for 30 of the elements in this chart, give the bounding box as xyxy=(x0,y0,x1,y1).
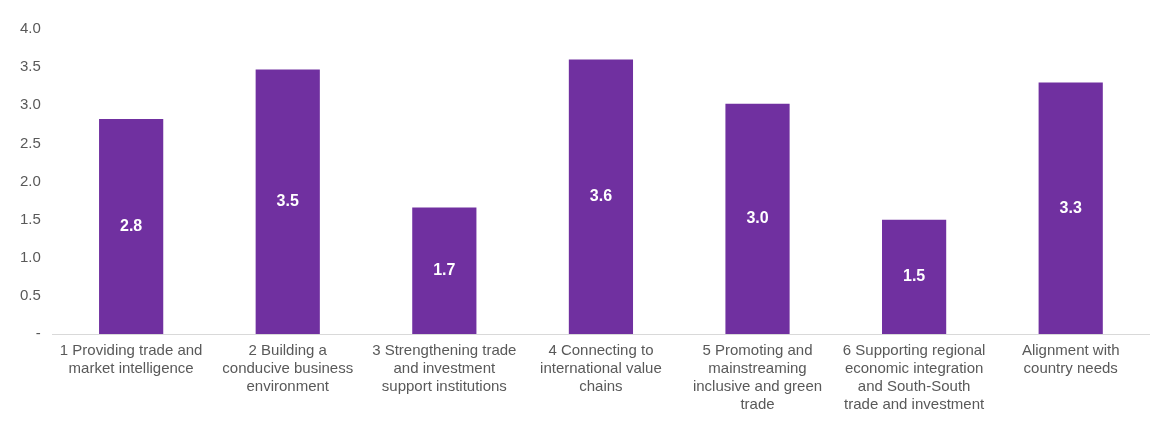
bar xyxy=(882,219,947,334)
y-tick-label: 3.0 xyxy=(19,95,41,113)
bar xyxy=(99,118,164,334)
bar xyxy=(1038,82,1103,334)
x-tick-label: 1 Providing trade and market intelligence xyxy=(59,341,203,377)
bar xyxy=(255,69,320,334)
y-tick-label: 2.0 xyxy=(19,171,41,189)
x-tick-label: Alignment with country needs xyxy=(1021,341,1120,377)
bar xyxy=(568,59,634,334)
x-tick-label: 6 Supporting regional economic integration and South-South trade and investment xyxy=(842,341,986,413)
bar xyxy=(725,103,790,334)
data-label: 1.7 xyxy=(433,261,456,279)
data-label: 3.5 xyxy=(276,192,299,210)
data-label: 3.6 xyxy=(589,187,613,205)
data-label: 3.0 xyxy=(746,209,769,227)
y-tick-label: 3.5 xyxy=(19,57,41,75)
y-tick-label: 1.5 xyxy=(19,209,41,227)
y-tick-label: - xyxy=(35,324,41,342)
y-tick-label: 0.5 xyxy=(19,286,41,304)
data-label: 3.3 xyxy=(1059,198,1082,216)
x-tick-label: 2 Building a conducive business environment xyxy=(222,341,354,395)
data-label: 1.5 xyxy=(902,267,926,285)
y-tick-label: 4.0 xyxy=(19,19,41,37)
y-tick-label: 1.0 xyxy=(19,247,41,265)
x-tick-label: 5 Promoting and mainstreaming inclusive and green trade xyxy=(692,341,823,413)
y-tick-label: 2.5 xyxy=(19,133,41,151)
data-label: 2.8 xyxy=(120,216,143,234)
bar xyxy=(412,207,477,334)
x-tick-label: 4 Connecting to international value chains xyxy=(540,341,662,395)
x-tick-label: 3 Strengthening trade and investment support institutions xyxy=(372,341,517,395)
